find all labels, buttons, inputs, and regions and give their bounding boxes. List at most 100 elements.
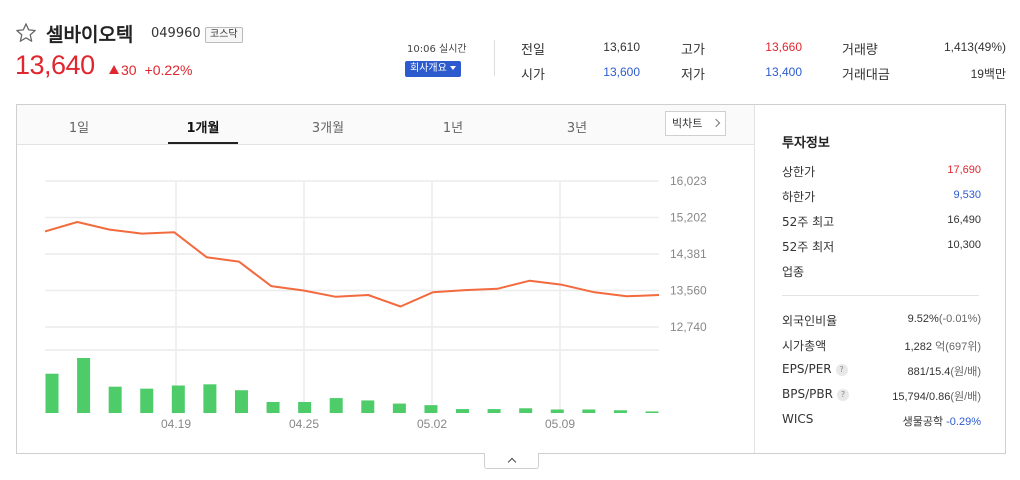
eps-per-label: EPS/PER? xyxy=(782,362,848,377)
tab-3year[interactable]: 3년 xyxy=(566,121,588,136)
chart-panel: 1일 1개월 3개월 1년 3년 빅차트 16,023 15,202 14,381 1… xyxy=(16,104,1006,454)
open-value: 13,600 xyxy=(603,65,640,79)
volume-bar xyxy=(392,403,406,413)
stock-code: 049960 xyxy=(151,26,201,41)
realtime-label: 10:06 실시간 xyxy=(407,44,467,55)
period-tabs: 1일 1개월 3개월 1년 3년 빅차트 xyxy=(17,105,754,145)
upper-limit-label: 상한가 xyxy=(782,165,816,179)
star-icon[interactable] xyxy=(15,22,37,44)
52week-high-label: 52주 최고 xyxy=(782,215,835,229)
volume-bar xyxy=(266,402,280,413)
tab-1year[interactable]: 1년 xyxy=(442,121,464,136)
low-value: 13,400 xyxy=(765,65,802,79)
volume-bar xyxy=(108,386,122,413)
market-cap-unit: 억(697위) xyxy=(935,341,981,353)
x-tick-label: 05.02 xyxy=(417,417,447,431)
volume-bar xyxy=(645,411,659,413)
info-divider xyxy=(782,295,979,296)
wics-label: WICS xyxy=(782,412,814,426)
company-overview-label: 회사개요 xyxy=(410,63,447,74)
help-icon[interactable]: ? xyxy=(835,364,848,376)
trade-amount-label: 거래대금 xyxy=(842,68,890,83)
tab-3month[interactable]: 3개월 xyxy=(311,121,345,136)
volume-bar xyxy=(234,390,248,413)
bps-pbr-value: 15,794/0.86(원/배) xyxy=(892,388,981,404)
bps-pbr: 15,794/0.86 xyxy=(892,391,951,403)
open-label: 시가 xyxy=(521,68,545,83)
volume-bar xyxy=(519,408,533,413)
header-divider xyxy=(494,40,495,76)
big-chart-button[interactable]: 빅차트 xyxy=(665,111,726,136)
volume-bar xyxy=(487,409,501,413)
up-arrow-icon xyxy=(109,65,119,74)
change-amount: 30 xyxy=(121,62,137,78)
market-cap-value: 1,282 억(697위) xyxy=(904,338,981,354)
wics-change: -0.29% xyxy=(946,416,981,428)
volume-bar xyxy=(77,358,91,413)
volume-value: 1,413(49%) xyxy=(943,40,1006,54)
chevron-up-icon xyxy=(507,457,517,467)
panel-divider xyxy=(754,105,755,453)
volume-bar xyxy=(361,400,375,413)
volume-bar xyxy=(613,410,627,413)
investment-info-title: 투자정보 xyxy=(782,136,830,151)
price-line xyxy=(44,221,660,308)
prev-close-value: 13,610 xyxy=(603,40,640,54)
volume-bar xyxy=(329,398,343,413)
volume-bar xyxy=(424,405,438,413)
volume-bar xyxy=(550,409,564,413)
trade-amount-value: 19백만 xyxy=(970,67,1006,81)
tab-1day[interactable]: 1일 xyxy=(68,121,90,136)
tab-1month[interactable]: 1개월 xyxy=(186,121,220,136)
active-tab-indicator xyxy=(168,142,238,144)
caret-down-icon xyxy=(449,66,456,70)
52week-low-label: 52주 최저 xyxy=(782,240,835,254)
volume-bar xyxy=(456,409,470,413)
low-label: 저가 xyxy=(681,68,705,83)
foreign-ratio-change: (-0.01%) xyxy=(938,313,981,325)
x-tick-label: 05.09 xyxy=(545,417,575,431)
foreign-ratio: 9.52% xyxy=(907,313,939,325)
market-cap: 1,282 xyxy=(904,341,933,353)
bps-pbr-label: BPS/PBR? xyxy=(782,387,849,402)
volume-bar xyxy=(298,402,312,413)
volume-bar xyxy=(171,385,185,413)
eps-per-value: 881/15.4(원/배) xyxy=(908,363,981,379)
x-tick-label: 04.25 xyxy=(289,417,319,431)
wics-sector[interactable]: 생물공학 xyxy=(902,416,944,428)
help-icon[interactable]: ? xyxy=(836,389,849,401)
market-cap-label: 시가총액 xyxy=(782,339,827,353)
market-badge: 코스닥 xyxy=(205,27,243,43)
eps-per-unit: (원/배) xyxy=(950,366,981,378)
bps-pbr-unit: (원/배) xyxy=(950,391,981,403)
52week-high-value: 16,490 xyxy=(947,214,981,226)
y-tick-label: 13,560 xyxy=(670,284,707,298)
y-tick-label: 14,381 xyxy=(670,247,707,261)
volume-bar xyxy=(582,409,596,413)
eps-per-text: EPS/PER xyxy=(782,362,832,376)
volume-bar xyxy=(140,388,154,413)
high-value: 13,660 xyxy=(765,40,802,54)
y-tick-label: 15,202 xyxy=(670,211,707,225)
volume-bar xyxy=(203,384,217,413)
big-chart-label: 빅차트 xyxy=(672,117,703,130)
upper-limit-value: 17,690 xyxy=(947,164,981,176)
collapse-button[interactable] xyxy=(484,453,539,469)
y-tick-label: 12,740 xyxy=(670,320,707,334)
price-change: 30 +0.22% xyxy=(109,62,192,78)
prev-close-label: 전일 xyxy=(521,43,545,58)
high-label: 고가 xyxy=(681,43,705,58)
52week-low-value: 10,300 xyxy=(947,239,981,251)
lower-limit-value: 9,530 xyxy=(953,189,981,201)
foreign-ratio-value: 9.52%(-0.01%) xyxy=(908,313,981,325)
investment-info: 투자정보 상한가 17,690 하한가 9,530 52주 최고 16,490 … xyxy=(755,105,1005,453)
foreign-ratio-label: 외국인비율 xyxy=(782,314,838,328)
chevron-right-icon xyxy=(711,118,721,128)
y-tick-label: 16,023 xyxy=(670,174,707,188)
price-chart[interactable]: 16,023 15,202 14,381 13,560 12,740 04.19 04.25… xyxy=(17,146,754,454)
industry-label: 업종 xyxy=(782,265,805,279)
volume-bar xyxy=(45,373,59,413)
company-overview-button[interactable]: 회사개요 xyxy=(405,61,461,77)
change-percent: +0.22% xyxy=(144,62,193,78)
volume-label: 거래량 xyxy=(842,43,878,58)
